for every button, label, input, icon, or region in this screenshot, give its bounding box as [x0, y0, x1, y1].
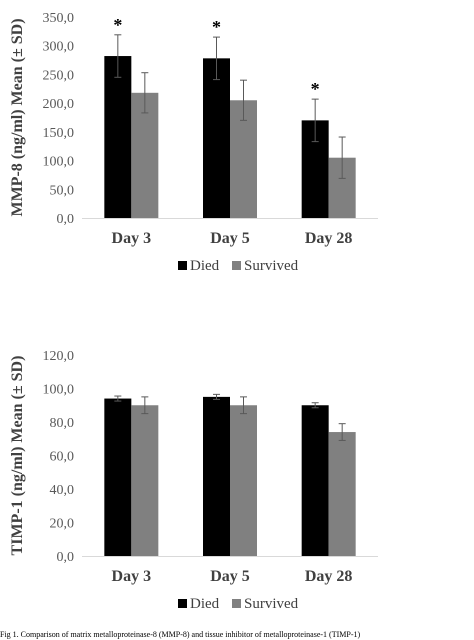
bar-survived-day-28: [328, 432, 356, 556]
x-category-label: Day 5: [210, 568, 250, 585]
legend-swatch-survived: [232, 599, 241, 608]
error-bar: [311, 402, 319, 409]
y-tick-label: 150,0: [43, 126, 75, 141]
y-tick-label: 50,0: [50, 183, 75, 198]
y-tick-label: 0,0: [57, 550, 75, 565]
bar-died-day-5: [203, 396, 230, 556]
error-bar: [114, 34, 122, 78]
error-bar: [141, 72, 149, 114]
legend-label-survived: Survived: [244, 596, 299, 612]
error-bar: [311, 98, 319, 143]
y-tick-label: 250,0: [43, 68, 75, 83]
error-bar: [141, 396, 149, 415]
timp1-chart: TIMP-1 (ng/ml) Mean (± SD) 0,0 20,0 40,0 60,…: [9, 349, 378, 612]
error-bar: [213, 393, 220, 400]
significance-marker: *: [311, 79, 320, 99]
error-bar: [240, 79, 247, 121]
bar-survived-day-5: [230, 405, 257, 556]
legend-label-died: Died: [190, 258, 220, 274]
legend-swatch-died: [178, 599, 187, 608]
bar-died-day-3: [104, 398, 132, 556]
significance-marker: *: [113, 15, 122, 35]
legend-label-survived: Survived: [244, 258, 299, 274]
y-tick-label: 80,0: [50, 416, 75, 431]
y-tick-label: 40,0: [50, 483, 75, 498]
bar-died-day-5: [203, 58, 230, 218]
x-category-label: Day 3: [112, 568, 152, 585]
mmp8-chart: MMP-8 (ng/ml) Mean (± SD) 0,0 50,0 100,0 150…: [9, 11, 378, 274]
y-tick-label: 350,0: [43, 11, 75, 26]
x-category-label: Day 3: [112, 230, 152, 247]
error-bar: [338, 423, 346, 441]
y-tick-label: 300,0: [43, 40, 75, 55]
y-tick-label: 120,0: [43, 349, 75, 364]
y-tick-label: 200,0: [43, 97, 75, 112]
bar-survived-day-3: [131, 92, 159, 218]
y-tick-label: 0,0: [57, 212, 75, 227]
error-bar: [240, 396, 247, 415]
legend-swatch-survived: [232, 261, 241, 270]
bar-died-day-28: [301, 405, 329, 556]
bar-survived-day-3: [131, 405, 159, 556]
x-category-label: Day 28: [305, 230, 353, 247]
error-bar: [213, 36, 220, 81]
error-bar: [338, 136, 346, 179]
error-bar: [114, 395, 122, 402]
x-category-label: Day 5: [210, 230, 250, 247]
y-axis-title: MMP-8 (ng/ml) Mean (± SD): [9, 18, 26, 216]
y-tick-label: 60,0: [50, 450, 75, 465]
y-tick-label: 20,0: [50, 517, 75, 532]
legend-swatch-died: [178, 261, 187, 270]
y-tick-label: 100,0: [43, 155, 75, 170]
y-tick-label: 100,0: [43, 383, 75, 398]
significance-marker: *: [212, 17, 221, 37]
figure-caption: Fig 1. Comparison of matrix metalloprote…: [0, 630, 361, 639]
x-category-label: Day 28: [305, 568, 353, 585]
y-axis-title: TIMP-1 (ng/ml) Mean (± SD): [9, 356, 26, 556]
bar-died-day-3: [104, 56, 132, 219]
legend-label-died: Died: [190, 596, 220, 612]
